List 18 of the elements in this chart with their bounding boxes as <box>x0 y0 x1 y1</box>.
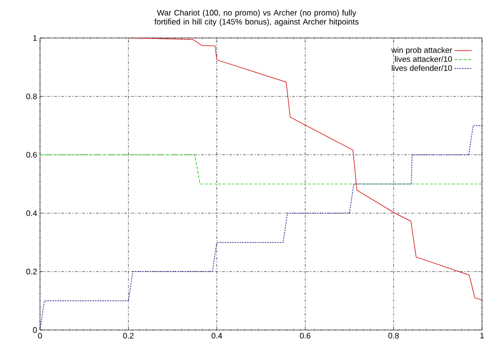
x-tick-label: 0.4 <box>212 332 222 339</box>
line-series <box>40 125 482 330</box>
legend-label: lives attacker/10 <box>395 56 452 62</box>
y-tick-label: 0.8 <box>26 94 37 100</box>
y-tick-label: 0.4 <box>26 210 37 216</box>
x-tick-label: 0.8 <box>388 332 399 339</box>
y-tick-label: 0.2 <box>26 268 37 274</box>
x-tick-label: 0.6 <box>300 332 310 339</box>
legend-label: win prob attacker <box>391 47 452 54</box>
y-tick-label: 1 <box>33 35 37 41</box>
x-tick-label: 1 <box>480 332 484 338</box>
x-tick-label: 0.2 <box>123 332 134 339</box>
line-series <box>128 38 482 300</box>
y-tick-label: 0.6 <box>26 152 37 158</box>
y-tick-label: 0 <box>33 327 37 333</box>
legend-label: lives defender/10 <box>392 65 452 71</box>
x-tick-label: 0 <box>38 332 42 339</box>
chart-title: War Chariot (100, no promo) vs Archer (no promo) fully fortified in hill city (145% bonus), against Archer hitpoints <box>154 10 359 26</box>
